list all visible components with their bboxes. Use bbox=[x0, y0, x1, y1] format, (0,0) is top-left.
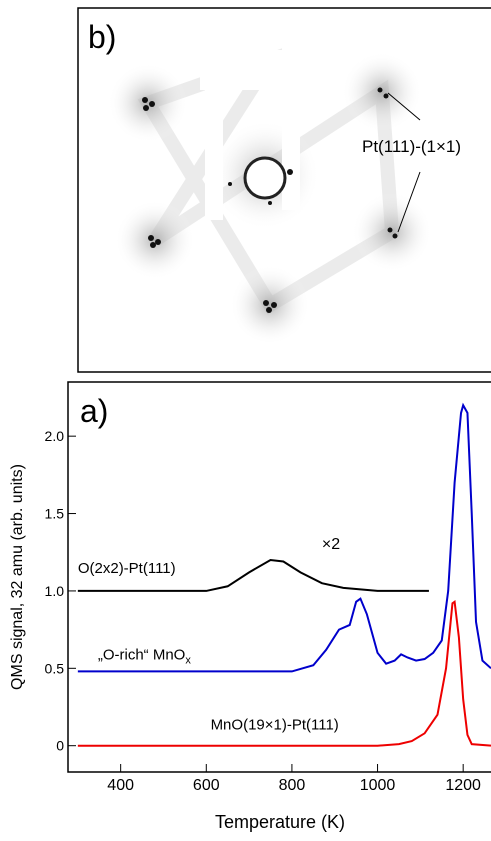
panel-label: b) bbox=[88, 19, 116, 55]
annotation: Pt(111)-(1×1) bbox=[362, 137, 461, 156]
annotation: ×2 bbox=[322, 536, 340, 553]
x-tick-label: 400 bbox=[107, 777, 134, 794]
x-axis-label: Temperature (K) bbox=[215, 812, 345, 832]
series-label: MnO(19×1)-Pt(111) bbox=[211, 717, 339, 734]
panel-label: a) bbox=[80, 393, 108, 429]
y-tick-label: 0.5 bbox=[45, 660, 65, 676]
series-line bbox=[77, 599, 491, 747]
leed-panel: b) Pt(111)-(1×1) bbox=[77, 7, 491, 373]
pointer-line bbox=[387, 92, 421, 121]
y-axis-label: QMS signal, 32 amu (arb. units) bbox=[9, 464, 26, 690]
x-tick-label: 800 bbox=[279, 777, 306, 794]
y-tick-label: 2.0 bbox=[45, 428, 65, 444]
x-tick-label: 600 bbox=[193, 777, 220, 794]
x-tick-label: 1200 bbox=[445, 777, 481, 794]
series-label-text: „O-rich“ MnO bbox=[98, 646, 186, 663]
series-label: „O-rich“ MnOx bbox=[98, 646, 192, 666]
plot-frame bbox=[67, 381, 491, 773]
x-tick-label: 1000 bbox=[360, 777, 396, 794]
y-tick-label: 1.0 bbox=[45, 583, 65, 599]
series-label-sub: x bbox=[185, 654, 191, 666]
pointer-line bbox=[397, 171, 421, 233]
series-line bbox=[77, 402, 491, 673]
series-label-text: MnO(19×1)-Pt(111) bbox=[211, 717, 339, 734]
y-tick-label: 1.5 bbox=[45, 506, 65, 522]
leed-pattern bbox=[108, 40, 432, 345]
series-label-text: O(2x2)-Pt(111) bbox=[78, 560, 176, 577]
series-line bbox=[77, 558, 429, 592]
series-label: O(2x2)-Pt(111) bbox=[78, 560, 176, 577]
y-tick-label: 0 bbox=[56, 738, 64, 754]
